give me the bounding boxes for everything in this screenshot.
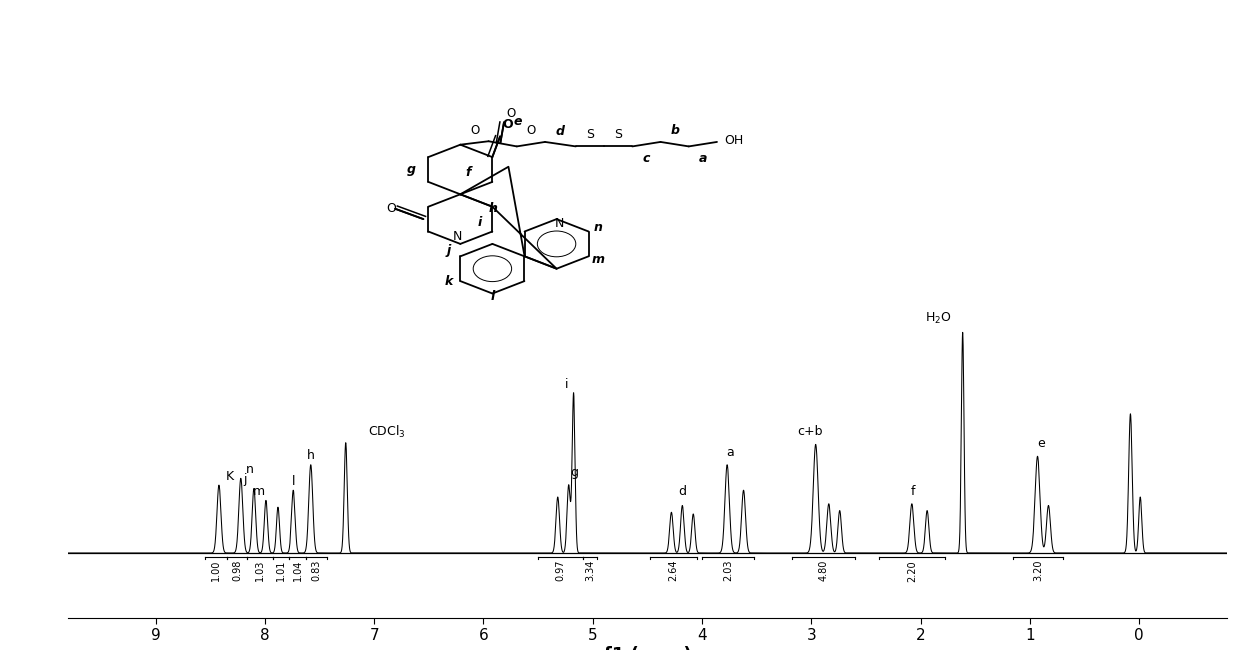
Text: g: g xyxy=(406,163,415,176)
Text: n: n xyxy=(245,463,254,476)
Text: OH: OH xyxy=(725,134,743,147)
Text: N: N xyxy=(555,217,564,230)
Text: d: d xyxy=(556,125,565,138)
Text: O: O xyxy=(387,202,396,214)
Text: a: a xyxy=(726,446,735,459)
Text: h: h xyxy=(488,202,497,215)
Text: 0.97: 0.97 xyxy=(555,560,565,582)
Text: m: m xyxy=(253,485,265,498)
Text: S: S xyxy=(615,127,622,140)
Text: f: f xyxy=(911,485,916,498)
Text: 1.01: 1.01 xyxy=(276,560,286,581)
Text: 2.64: 2.64 xyxy=(668,560,678,582)
Text: S: S xyxy=(586,127,595,140)
Text: N: N xyxy=(453,230,462,243)
Text: a: a xyxy=(699,152,706,165)
Text: l: l xyxy=(291,474,295,488)
Text: c: c xyxy=(643,152,649,165)
Text: 1.04: 1.04 xyxy=(292,560,302,581)
Text: 4.80: 4.80 xyxy=(818,560,829,581)
Text: d: d xyxy=(678,485,686,498)
Text: e: e xyxy=(1037,437,1044,450)
Text: j: j xyxy=(446,244,451,257)
Text: k: k xyxy=(445,276,453,289)
Text: m: m xyxy=(591,253,605,266)
Text: f: f xyxy=(466,166,471,179)
Text: 2.03: 2.03 xyxy=(724,560,733,582)
Text: e: e xyxy=(514,115,523,128)
Text: 0.83: 0.83 xyxy=(312,560,322,581)
Text: 3.34: 3.34 xyxy=(585,560,595,581)
Text: h: h xyxy=(307,449,315,462)
X-axis label: f1 (ppm): f1 (ppm) xyxy=(603,645,691,650)
Text: i: i xyxy=(478,216,482,229)
Text: 1.00: 1.00 xyxy=(211,560,221,581)
Text: H$_2$O: H$_2$O xyxy=(926,311,952,326)
Text: b: b xyxy=(670,124,679,137)
Text: 2.20: 2.20 xyxy=(907,560,917,582)
Text: i: i xyxy=(565,378,569,391)
Text: O: O xyxy=(527,124,535,137)
Text: 0.98: 0.98 xyxy=(232,560,242,581)
Text: O: O xyxy=(507,107,515,120)
Text: c+b: c+b xyxy=(798,426,823,439)
Text: n: n xyxy=(593,221,602,234)
Text: 3.20: 3.20 xyxy=(1033,560,1043,582)
Text: 1.03: 1.03 xyxy=(255,560,265,581)
Text: j: j xyxy=(243,473,247,486)
Text: O: O xyxy=(470,124,479,137)
Text: g: g xyxy=(570,466,579,479)
Text: CDCl$_3$: CDCl$_3$ xyxy=(368,424,406,440)
Text: K: K xyxy=(225,469,234,482)
Text: l: l xyxy=(491,290,494,303)
Text: O: O xyxy=(503,118,513,131)
